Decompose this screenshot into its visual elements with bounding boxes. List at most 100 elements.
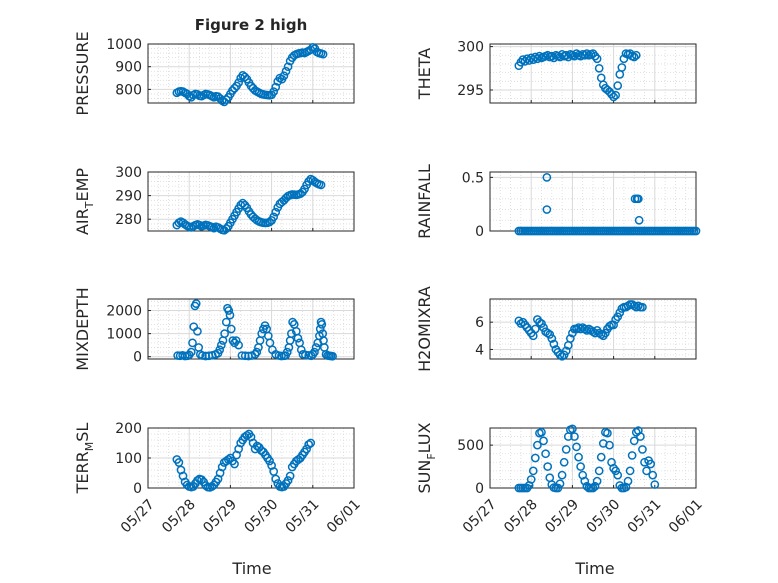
data-point: [648, 470, 658, 480]
x-tick-label: 06/01: [324, 496, 364, 536]
data-point: [209, 223, 219, 233]
data-point: [549, 339, 559, 349]
data-point: [629, 436, 639, 446]
data-point: [279, 71, 289, 81]
x-tick-label: 05/29: [542, 496, 582, 536]
data-point: [530, 52, 540, 62]
data-point: [561, 445, 571, 454]
data-point: [281, 66, 291, 76]
data-point: [221, 95, 231, 104]
data-point: [638, 445, 647, 454]
data-point: [265, 456, 274, 466]
data-point: [631, 50, 641, 60]
data-point: [627, 451, 637, 460]
series-markers: [514, 173, 701, 236]
data-point: [526, 475, 536, 484]
y-tick-label: 300: [115, 165, 142, 181]
y-tick-label: 500: [457, 438, 484, 454]
subplot-h2omixra: 4 6 H2OMIXRA: [415, 286, 697, 372]
x-tick-label: 05/28: [159, 496, 199, 536]
data-point: [636, 432, 645, 441]
x-axis-label-left: Time: [231, 559, 271, 578]
data-point: [304, 177, 314, 186]
y-axis-label: TERRMSL: [73, 423, 96, 495]
data-point: [582, 49, 592, 58]
data-point: [565, 334, 575, 343]
y-axis-label: PRESSURE: [73, 31, 92, 115]
data-point: [650, 480, 660, 489]
data-point: [580, 476, 590, 486]
x-tick-label: 05/27: [460, 496, 500, 536]
y-tick-label: 6: [475, 315, 484, 331]
data-point: [568, 424, 577, 434]
y-tick-label: 4: [475, 342, 484, 358]
y-tick-label: 0: [475, 481, 484, 497]
y-tick-label: 1000: [106, 37, 142, 53]
x-tick-label: 05/30: [584, 496, 624, 536]
data-point: [310, 347, 319, 357]
data-point: [603, 428, 612, 438]
data-point: [269, 87, 279, 97]
data-point: [223, 455, 233, 464]
data-point: [528, 466, 538, 476]
axes-frame: [489, 43, 697, 104]
x-tick-label: 06/01: [666, 496, 706, 536]
data-point: [526, 53, 536, 63]
data-point: [557, 470, 567, 480]
data-point: [271, 82, 281, 92]
data-point: [242, 431, 252, 440]
x-tick-label: 05/31: [283, 496, 323, 536]
data-point: [594, 466, 604, 476]
data-point: [234, 340, 243, 350]
series-markers: [172, 429, 316, 492]
x-axis-label-right: Time: [574, 559, 614, 578]
subplot-pressure: 800 900 1000 PRESSURE: [73, 31, 355, 116]
y-tick-label: 0: [475, 224, 484, 240]
data-point: [539, 436, 548, 446]
x-tick-label: 05/28: [501, 496, 541, 536]
data-point: [224, 306, 234, 315]
data-point: [518, 55, 528, 64]
subplot-rainfall: 0 0.5 RAINFALL: [415, 164, 701, 240]
y-tick-label: 280: [115, 212, 142, 228]
data-point: [625, 466, 635, 476]
data-point: [530, 453, 540, 463]
axes-frame: [147, 43, 355, 104]
series-markers: [172, 174, 326, 235]
y-tick-label: 2000: [106, 304, 142, 320]
data-point: [311, 343, 321, 352]
axes-frame: [489, 298, 697, 360]
subplot-mixdepth: 0 1000 2000 MIXDEPTH: [73, 287, 355, 371]
data-point: [226, 324, 236, 334]
y-tick-label: 300: [457, 40, 484, 56]
data-point: [547, 51, 557, 61]
data-point: [543, 462, 553, 471]
data-point: [561, 346, 571, 356]
data-point: [611, 466, 621, 476]
y-tick-label: 0: [133, 481, 142, 497]
data-point: [304, 440, 314, 449]
data-point: [629, 52, 639, 62]
data-point: [252, 347, 262, 357]
data-point: [537, 427, 546, 437]
data-point: [555, 479, 565, 489]
data-point: [634, 215, 644, 225]
data-point: [306, 438, 316, 448]
y-tick-label: 100: [115, 451, 142, 467]
data-point: [617, 63, 627, 72]
data-point: [609, 92, 618, 102]
y-axis-label: H2OMIXRA: [415, 286, 434, 372]
plot-area: [489, 171, 697, 232]
data-point: [220, 329, 229, 338]
y-axis-label: AIRTEMP: [73, 168, 96, 235]
subplot-sun-flux: 0 500 SUNFLUX 05/27 05/28 05/29 05/30 05/31 06/0…: [415, 422, 706, 536]
data-point: [193, 326, 202, 336]
data-point: [545, 330, 555, 339]
data-point: [553, 483, 563, 493]
data-point: [174, 458, 184, 467]
data-point: [541, 449, 550, 459]
data-point: [572, 442, 581, 452]
y-axis-label: RAINFALL: [415, 164, 434, 239]
axes-frame: [147, 171, 355, 232]
